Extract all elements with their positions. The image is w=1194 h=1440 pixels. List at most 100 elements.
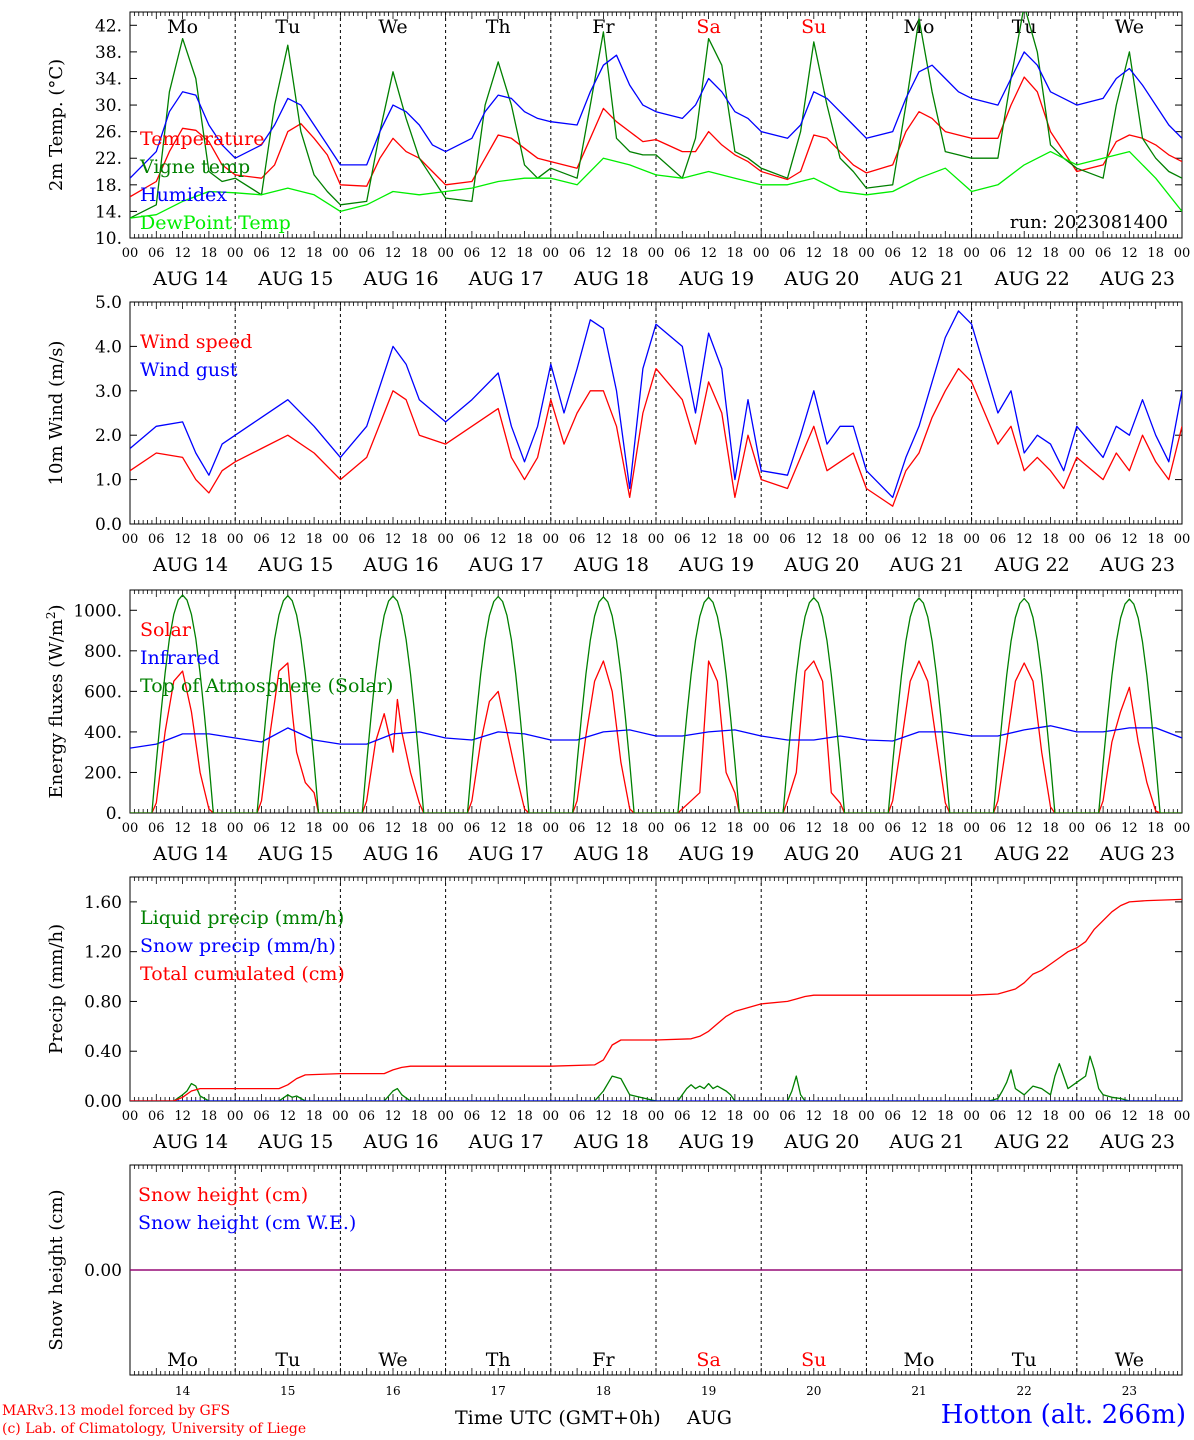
panel-5: 0.00 Snow height (cm) Mo Tu We Th Fr Sa Su Mo Tu We… bbox=[46, 1164, 1183, 1376]
day-number-label: 14 bbox=[175, 1384, 191, 1398]
hour-label: 18 bbox=[201, 821, 218, 836]
y-tick-label: 34. bbox=[95, 69, 122, 89]
hour-label: 00 bbox=[332, 532, 349, 547]
hour-label: 12 bbox=[1016, 532, 1033, 547]
hour-label: 06 bbox=[569, 821, 586, 836]
hour-label: 06 bbox=[358, 1109, 375, 1124]
hour-label: 00 bbox=[227, 532, 244, 547]
hour-label: 00 bbox=[332, 821, 349, 836]
hour-label: 18 bbox=[201, 1109, 218, 1124]
date-label: AUG 17 bbox=[468, 843, 544, 865]
hour-label: 18 bbox=[1147, 821, 1164, 836]
y-tick-label: 30. bbox=[95, 96, 122, 116]
hour-label: 06 bbox=[884, 821, 901, 836]
date-label: AUG 22 bbox=[994, 1131, 1070, 1153]
weekday-label: Su bbox=[801, 1349, 826, 1371]
hour-label: 06 bbox=[779, 246, 796, 261]
hour-label: 18 bbox=[832, 246, 849, 261]
hour-label: 18 bbox=[832, 821, 849, 836]
hour-label: 06 bbox=[148, 821, 165, 836]
series-line-1 bbox=[130, 1055, 1182, 1101]
date-label: AUG 19 bbox=[678, 554, 754, 576]
y-tick-label: 14. bbox=[95, 202, 122, 222]
hour-label: 12 bbox=[1121, 246, 1138, 261]
hour-label: 06 bbox=[1095, 532, 1112, 547]
hour-label: 18 bbox=[1042, 246, 1059, 261]
credit-line-1: MARv3.13 model forced by GFS bbox=[2, 1403, 231, 1419]
hour-label: 06 bbox=[253, 532, 270, 547]
weekday-label: Th bbox=[486, 16, 511, 38]
weekday-label: Th bbox=[486, 1349, 511, 1371]
series-line-1 bbox=[130, 76, 1182, 198]
day-number-label: 23 bbox=[1122, 1384, 1137, 1398]
date-label: AUG 14 bbox=[152, 554, 228, 576]
series-line-2 bbox=[130, 12, 1182, 219]
hour-label: 06 bbox=[464, 532, 481, 547]
date-label: AUG 18 bbox=[573, 843, 649, 865]
hour-label: 12 bbox=[595, 246, 612, 261]
date-label: AUG 22 bbox=[994, 554, 1070, 576]
hour-label: 18 bbox=[516, 246, 533, 261]
hour-label: 00 bbox=[227, 246, 244, 261]
hour-label: 06 bbox=[884, 1109, 901, 1124]
hour-label: 18 bbox=[832, 532, 849, 547]
panel-2: 0.0 1.0 2.0 3.0 4.0 5.0 10m Wind (m/s) 00 06 12 18… bbox=[46, 293, 1190, 576]
y-tick-label: 5.0 bbox=[95, 293, 122, 313]
hour-label: 00 bbox=[963, 532, 980, 547]
hour-label: 06 bbox=[464, 246, 481, 261]
legend-entry: Temperature bbox=[140, 128, 264, 150]
hour-ticks bbox=[129, 877, 1183, 1101]
station-name: Hotton (alt. 266m) bbox=[940, 1400, 1186, 1430]
hour-label: 12 bbox=[1016, 246, 1033, 261]
date-label: AUG 21 bbox=[888, 554, 964, 576]
series-line-3 bbox=[130, 594, 1182, 813]
hour-label: 00 bbox=[332, 246, 349, 261]
series-line-2 bbox=[130, 725, 1182, 749]
y-tick-label: 3.0 bbox=[95, 382, 122, 402]
panel-3: 0. 200. 400. 600. 800. 1000. Energy fluxes (W/… bbox=[44, 589, 1190, 865]
legend-entry: Humidex bbox=[140, 184, 227, 206]
series-line-3 bbox=[130, 898, 1182, 1101]
y-tick-label: 0.40 bbox=[84, 1042, 122, 1062]
hour-label: 00 bbox=[753, 246, 770, 261]
hour-label: 00 bbox=[648, 821, 665, 836]
hour-label: 18 bbox=[1042, 1109, 1059, 1124]
hour-label: 18 bbox=[937, 821, 954, 836]
panel-1: 10. 14. 18. 22. 26. 30. 34. 38. 42. 2m Temp. (°C)… bbox=[46, 11, 1190, 290]
hour-label: 12 bbox=[700, 532, 717, 547]
legend-entry: Vigne temp bbox=[139, 156, 250, 178]
hour-label: 00 bbox=[332, 1109, 349, 1124]
hour-label: 18 bbox=[937, 532, 954, 547]
hour-label: 06 bbox=[358, 821, 375, 836]
day-number-label: 21 bbox=[911, 1384, 926, 1398]
date-label: AUG 22 bbox=[994, 268, 1070, 290]
legend-entry: Wind gust bbox=[140, 359, 238, 381]
day-number-label: 17 bbox=[491, 1384, 506, 1398]
hour-label: 06 bbox=[674, 821, 691, 836]
hour-label: 18 bbox=[1147, 1109, 1164, 1124]
weekday-label: Fr bbox=[592, 1349, 615, 1371]
hour-label: 18 bbox=[1147, 532, 1164, 547]
hour-label: 00 bbox=[227, 821, 244, 836]
hour-label: 12 bbox=[911, 1109, 928, 1124]
hour-label: 12 bbox=[385, 821, 402, 836]
hour-label: 06 bbox=[569, 246, 586, 261]
date-label: AUG 21 bbox=[888, 843, 964, 865]
y-tick-label: 2.0 bbox=[95, 426, 122, 446]
y-tick-label: 42. bbox=[95, 16, 122, 36]
y-tick-label: 0.00 bbox=[84, 1261, 122, 1281]
hour-label: 06 bbox=[569, 532, 586, 547]
hour-label: 00 bbox=[437, 1109, 454, 1124]
hour-label: 18 bbox=[727, 246, 744, 261]
hour-label: 06 bbox=[674, 246, 691, 261]
hour-label: 06 bbox=[253, 246, 270, 261]
y-tick-label: 800. bbox=[84, 642, 122, 662]
y-tick-label: 200. bbox=[84, 763, 122, 783]
hour-label: 12 bbox=[806, 246, 823, 261]
hour-label: 18 bbox=[411, 1109, 428, 1124]
weekday-label: Mo bbox=[167, 1349, 198, 1371]
date-label: AUG 18 bbox=[573, 268, 649, 290]
weekday-label: Mo bbox=[904, 1349, 935, 1371]
hour-label: 18 bbox=[727, 532, 744, 547]
